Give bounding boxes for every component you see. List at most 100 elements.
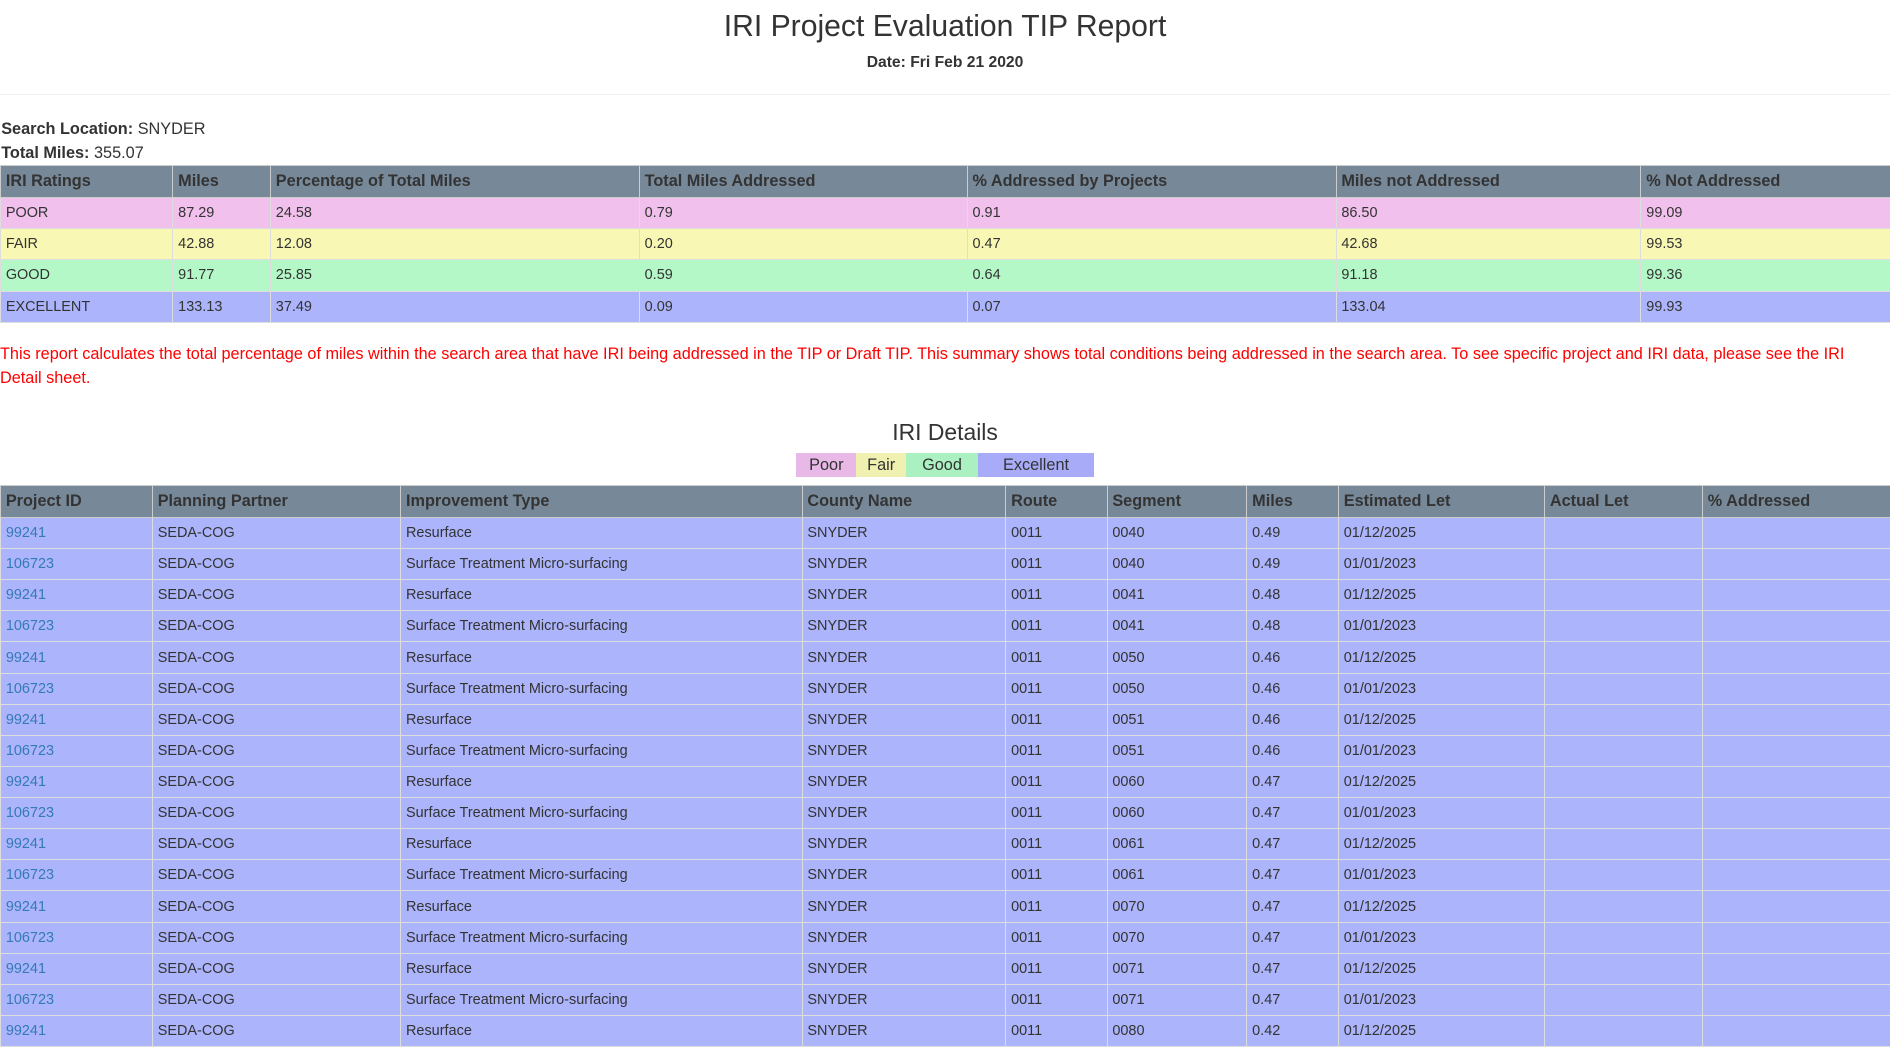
details-cell: 0.47 [1247,829,1339,860]
project-id-link[interactable]: 99241 [6,712,46,728]
details-cell: 0011 [1006,984,1107,1015]
details-cell: Surface Treatment Micro-surfacing [401,984,802,1015]
summary-column-header: Percentage of Total Miles [270,165,639,197]
details-cell: SEDA-COG [152,673,400,704]
details-cell: 0011 [1006,735,1107,766]
details-cell: 99241 [1,953,153,984]
summary-cell: 133.13 [173,291,271,322]
details-cell: SEDA-COG [152,642,400,673]
details-cell: SNYDER [802,735,1006,766]
details-cell [1702,642,1890,673]
details-cell: SEDA-COG [152,517,400,548]
project-id-link[interactable]: 106723 [6,992,54,1008]
summary-cell: 0.64 [967,260,1336,291]
details-column-header[interactable]: Improvement Type [401,485,802,517]
details-cell: SEDA-COG [152,798,400,829]
details-cell: SNYDER [802,922,1006,953]
details-cell [1702,922,1890,953]
project-id-link[interactable]: 99241 [6,650,46,666]
details-cell: SNYDER [802,766,1006,797]
date-label: Date: [867,54,906,71]
summary-column-header: % Addressed by Projects [967,165,1336,197]
details-cell: SEDA-COG [152,704,400,735]
summary-cell: 99.93 [1641,291,1890,322]
summary-column-header: Miles not Addressed [1336,165,1641,197]
details-cell: 0011 [1006,611,1107,642]
project-id-link[interactable]: 99241 [6,774,46,790]
summary-cell: 0.20 [639,229,967,260]
project-id-link[interactable]: 106723 [6,805,54,821]
details-column-header[interactable]: Route [1006,485,1107,517]
details-cell: 01/01/2023 [1338,673,1544,704]
page-title: IRI Project Evaluation TIP Report [0,0,1890,43]
details-cell: 0071 [1107,953,1247,984]
details-cell: 0011 [1006,642,1107,673]
details-cell [1545,673,1703,704]
project-id-link[interactable]: 106723 [6,618,54,634]
summary-cell: 99.09 [1641,198,1890,229]
details-cell: 106723 [1,549,153,580]
details-cell: 0060 [1107,798,1247,829]
details-cell: Surface Treatment Micro-surfacing [401,922,802,953]
details-cell: Resurface [401,642,802,673]
project-id-link[interactable]: 99241 [6,836,46,852]
details-cell: Resurface [401,766,802,797]
project-id-link[interactable]: 106723 [6,743,54,759]
total-miles-label: Total Miles: [1,144,89,162]
project-id-link[interactable]: 99241 [6,1023,46,1039]
details-cell: 0011 [1006,922,1107,953]
project-id-link[interactable]: 106723 [6,681,54,697]
summary-column-header: % Not Addressed [1641,165,1890,197]
summary-cell: 91.77 [173,260,271,291]
legend-good: Good [906,453,978,477]
details-cell: Resurface [401,829,802,860]
details-column-header[interactable]: Estimated Let [1338,485,1544,517]
details-cell: 0011 [1006,829,1107,860]
details-cell: 0.47 [1247,798,1339,829]
summary-cell: 0.59 [639,260,967,291]
details-cell: 0.47 [1247,922,1339,953]
details-cell: 01/12/2025 [1338,953,1544,984]
details-cell: 0.47 [1247,860,1339,891]
details-cell [1545,642,1703,673]
details-cell: 01/01/2023 [1338,860,1544,891]
details-column-header[interactable]: Miles [1247,485,1339,517]
details-column-header[interactable]: Project ID [1,485,153,517]
details-column-header[interactable]: Actual Let [1545,485,1703,517]
project-id-link[interactable]: 99241 [6,525,46,541]
details-cell: SEDA-COG [152,984,400,1015]
details-column-header[interactable]: County Name [802,485,1006,517]
project-id-link[interactable]: 99241 [6,899,46,915]
details-cell: Surface Treatment Micro-surfacing [401,549,802,580]
project-id-link[interactable]: 99241 [6,961,46,977]
details-column-header[interactable]: Segment [1107,485,1247,517]
details-cell: SNYDER [802,984,1006,1015]
details-cell [1702,580,1890,611]
legend-fair: Fair [856,453,905,477]
details-cell: 0011 [1006,580,1107,611]
project-id-link[interactable]: 99241 [6,587,46,603]
details-cell: SEDA-COG [152,766,400,797]
details-cell: Resurface [401,517,802,548]
details-cell: 01/01/2023 [1338,549,1544,580]
summary-cell: 0.79 [639,198,967,229]
details-cell: 01/01/2023 [1338,984,1544,1015]
search-location-value: SNYDER [138,120,206,138]
project-id-link[interactable]: 106723 [6,930,54,946]
details-cell: Surface Treatment Micro-surfacing [401,673,802,704]
details-cell: SNYDER [802,673,1006,704]
project-id-link[interactable]: 106723 [6,867,54,883]
project-id-link[interactable]: 106723 [6,556,54,572]
details-column-header[interactable]: % Addressed [1702,485,1890,517]
details-column-header[interactable]: Planning Partner [152,485,400,517]
legend-excellent: Excellent [978,453,1094,477]
details-cell: 0061 [1107,860,1247,891]
details-cell: 01/01/2023 [1338,798,1544,829]
summary-cell: 91.18 [1336,260,1641,291]
report-meta: Search Location: SNYDER Total Miles: 355… [0,117,1890,165]
